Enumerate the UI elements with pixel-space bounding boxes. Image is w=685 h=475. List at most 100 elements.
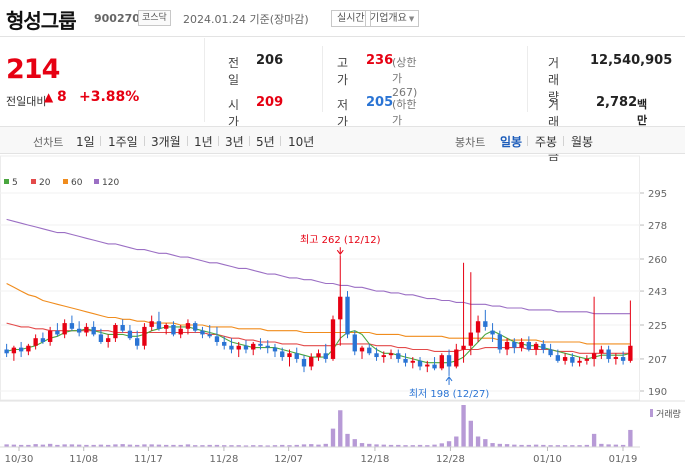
volume-bar xyxy=(352,439,357,447)
tab-1y[interactable]: 1년 xyxy=(194,135,213,149)
volume-bar xyxy=(454,436,459,447)
candle-body xyxy=(555,355,561,361)
candle-body xyxy=(142,326,147,346)
volume-bar xyxy=(367,443,372,447)
legend-ma20: 20 xyxy=(31,178,50,188)
volume-bar xyxy=(504,444,510,447)
volume-bar xyxy=(200,445,205,447)
volume-bar xyxy=(483,439,488,447)
candle-body xyxy=(548,349,553,356)
candle-body xyxy=(323,353,328,359)
candle-body xyxy=(26,345,31,352)
tab-separator xyxy=(563,136,564,146)
tab-weekly[interactable]: 주봉 xyxy=(535,135,558,149)
candle-body xyxy=(207,334,212,337)
candle-body xyxy=(258,343,263,346)
legend-ma120: 120 xyxy=(94,178,119,188)
volume-bar xyxy=(171,444,176,447)
open-label: 시가 xyxy=(228,98,240,129)
tab-1d[interactable]: 1일 xyxy=(76,135,95,149)
candle-body xyxy=(98,334,104,342)
volume-bar xyxy=(533,444,539,447)
tab-3y[interactable]: 3년 xyxy=(225,135,244,149)
volume-bar xyxy=(628,429,633,447)
volume-bar xyxy=(84,444,89,447)
candle-body xyxy=(55,330,60,335)
candle-body xyxy=(562,357,568,361)
tab-10y[interactable]: 10년 xyxy=(288,135,315,149)
chevron-down-icon: ▼ xyxy=(408,15,415,23)
tab-3m[interactable]: 3개월 xyxy=(151,135,181,149)
candle-body xyxy=(243,345,249,350)
market-badge: 코스닥 xyxy=(138,10,171,26)
volume-bar xyxy=(584,444,590,447)
upper-limit: (상한가 267) xyxy=(392,56,418,99)
volume-bar xyxy=(620,444,626,447)
volume-bar xyxy=(156,444,162,447)
candle-body xyxy=(541,343,546,350)
volume-bar xyxy=(417,444,423,447)
volume-legend-label: 거래량 xyxy=(656,408,681,420)
volume-bar xyxy=(236,445,241,447)
tab-separator xyxy=(144,136,145,146)
volume-bar xyxy=(280,444,285,447)
candle-body xyxy=(309,357,314,367)
low-value: 205 xyxy=(366,95,394,110)
volume-bar xyxy=(26,444,31,447)
candle-body xyxy=(396,353,401,359)
tab-separator xyxy=(249,136,250,146)
x-tick-label: 01/10 xyxy=(533,454,562,465)
volume-bar xyxy=(272,445,278,447)
candle-body xyxy=(91,326,96,335)
legend-ma5: 5 xyxy=(4,178,18,188)
candle-body xyxy=(178,328,183,335)
candle-body xyxy=(417,360,423,367)
stock-name: 형성그룹 xyxy=(6,9,77,33)
candle-body xyxy=(185,323,191,329)
candle-body xyxy=(18,347,24,352)
y-tick-label: 243 xyxy=(648,287,667,298)
candle-layer xyxy=(4,255,633,376)
volume-bar xyxy=(4,444,9,447)
volume-bar xyxy=(591,433,597,447)
y-tick-label: 207 xyxy=(648,355,667,366)
volume-bar xyxy=(526,444,532,447)
volume-bar xyxy=(570,445,575,447)
chart-tab-bar: 선차트 1일 1주일 3개월 1년 3년 5년 10년 봉차트 일봉 주봉 월봉 xyxy=(0,126,685,154)
volume-bar xyxy=(178,444,183,447)
tab-monthly[interactable]: 월봉 xyxy=(571,135,594,149)
volume-bar xyxy=(135,444,140,447)
volume-bar xyxy=(11,444,17,447)
candle-body xyxy=(490,330,495,335)
volume-bar xyxy=(599,443,604,447)
legend-swatch xyxy=(94,179,99,184)
prev-close-label: 전일 xyxy=(228,56,240,87)
candle-body xyxy=(127,330,133,339)
volume-bar xyxy=(265,445,270,447)
x-tick-label: 11/17 xyxy=(134,454,163,465)
candle-body xyxy=(359,347,365,352)
candle-body xyxy=(287,353,292,358)
candle-body xyxy=(425,364,430,367)
down-arrow-icon xyxy=(336,249,344,256)
legend-swatch xyxy=(63,179,68,184)
candle-body xyxy=(454,349,459,367)
candle-body xyxy=(570,357,575,363)
tab-1w[interactable]: 1주일 xyxy=(108,135,138,149)
realtime-button[interactable]: 실시간 xyxy=(331,10,371,27)
volume-bar xyxy=(62,444,67,447)
candle-body xyxy=(84,326,89,333)
tab-5y[interactable]: 5년 xyxy=(256,135,275,149)
tab-daily[interactable]: 일봉 xyxy=(500,135,523,149)
volume-bar xyxy=(164,444,169,447)
company-info-dropdown[interactable]: 기업개요 ▼ xyxy=(365,10,420,27)
volume-bar xyxy=(541,444,546,447)
amount-value: 2,782 xyxy=(596,95,638,110)
legend-swatch xyxy=(4,179,9,184)
volume-bar xyxy=(222,445,227,447)
candle-body xyxy=(120,325,125,331)
candlestick-chart[interactable]: 최고 262 (12/12) 최저 198 (12/27) 295 278 260 24… xyxy=(0,155,685,475)
legend-label: 20 xyxy=(39,178,51,188)
volume-bar xyxy=(512,444,517,447)
volume-bar xyxy=(381,444,386,447)
